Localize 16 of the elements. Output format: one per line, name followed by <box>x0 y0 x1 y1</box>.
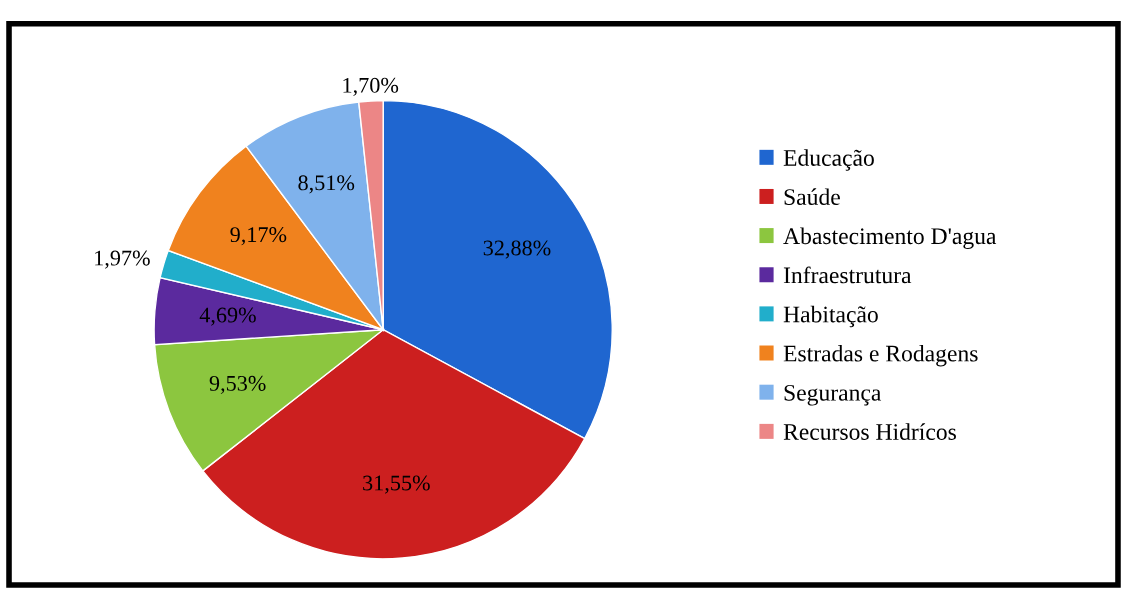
legend-label: Habitação <box>783 305 878 328</box>
legend-label: Segurança <box>784 384 882 406</box>
data-label: 9,17% <box>230 227 287 246</box>
data-label: 8,51% <box>298 175 355 194</box>
data-label: 4,69% <box>199 307 256 326</box>
legend-label: Recursos Hidrícos <box>783 423 956 440</box>
data-label: 1,97% <box>95 250 150 269</box>
legend-label: Abastecimento D'agua <box>783 227 997 249</box>
legend-label: Saúde <box>784 188 840 206</box>
legend-label: Estradas e Rodagens <box>783 344 978 367</box>
legend-label: Infraestrutura <box>783 266 912 284</box>
data-label: 32,88% <box>483 240 551 259</box>
data-label: 31,55% <box>363 475 430 494</box>
data-label: 1,70% <box>343 77 399 96</box>
legend-label: Educação <box>783 149 874 171</box>
data-label: 9,53% <box>209 375 266 395</box>
